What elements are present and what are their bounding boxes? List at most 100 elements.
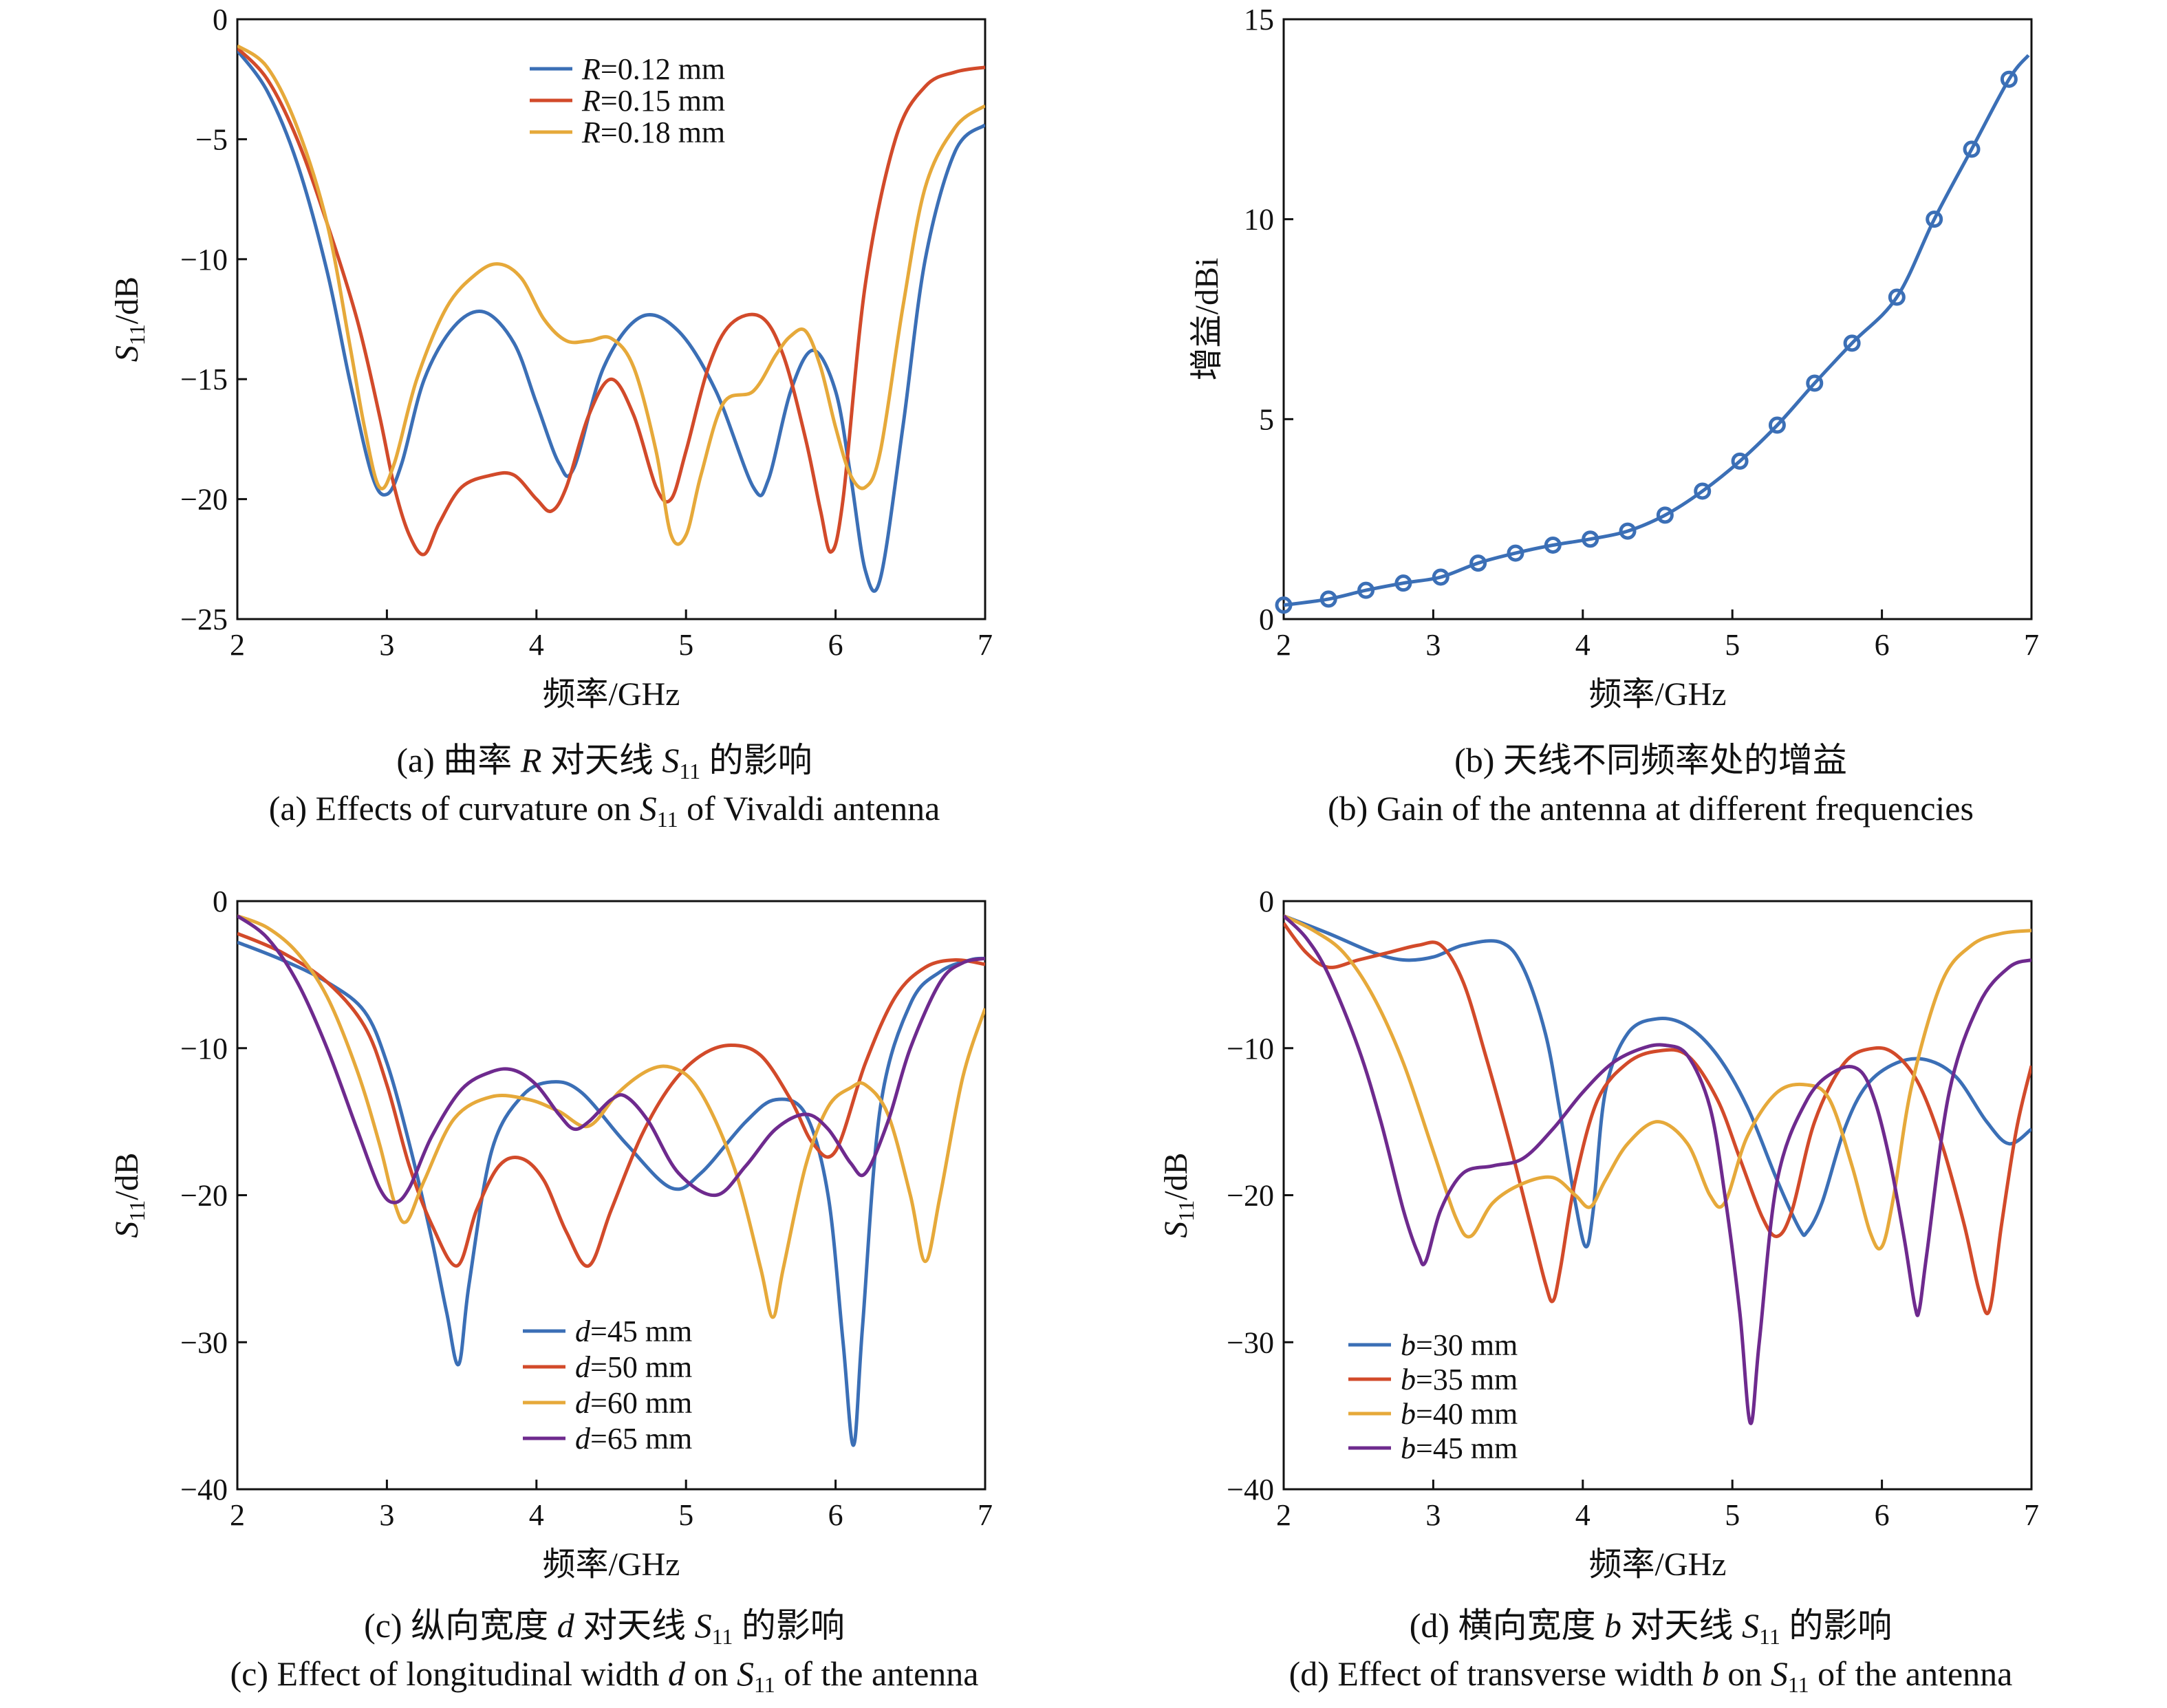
data-marker [1469, 554, 1487, 572]
x-axis-label: 频率/GHz [1589, 1546, 1727, 1583]
legend: b=30 mmb=35 mmb=40 mmb=45 mm [1348, 1328, 1518, 1465]
x-tick-label: 7 [978, 1498, 993, 1532]
x-tick-label: 2 [230, 1498, 245, 1532]
y-tick-label: −20 [180, 1179, 228, 1213]
x-tick-label: 3 [1425, 628, 1441, 662]
caption-cn: (d) 横向宽度 b 对天线 S11 的影响 [1410, 1606, 1893, 1649]
x-tick-label: 5 [1725, 628, 1740, 662]
x-axis-label: 频率/GHz [543, 1546, 680, 1583]
series-line [237, 49, 985, 593]
y-tick-label: −10 [180, 243, 228, 277]
series-line [237, 914, 985, 1204]
series-line [237, 47, 985, 556]
caption-cn: (a) 曲率 R 对天线 S11 的影响 [396, 741, 812, 783]
data-marker [1394, 574, 1412, 592]
legend-label: R=0.18 mm [581, 116, 725, 149]
data-marker [1357, 581, 1375, 599]
legend-label: b=40 mm [1401, 1397, 1518, 1431]
legend-label: b=35 mm [1401, 1363, 1518, 1396]
data-marker [1544, 536, 1562, 554]
x-tick-label: 5 [678, 628, 693, 662]
y-axis-label: S11/dB [109, 1152, 149, 1237]
data-marker [1656, 506, 1674, 524]
data-marker [1843, 334, 1861, 352]
x-tick-label: 6 [828, 1498, 843, 1532]
caption-en: (d) Effect of transverse width b on S11 … [1289, 1654, 2013, 1697]
legend: d=45 mmd=50 mmd=60 mmd=65 mm [523, 1315, 692, 1456]
y-tick-label: −20 [1227, 1179, 1274, 1213]
legend-label: b=30 mm [1401, 1328, 1518, 1362]
chart-b: 2 3 4 5 6 7 0 5 10 15 频率/GHz 增益/dBi (b) 天线不同频率处的增益 (b… [1189, 3, 2039, 828]
series-line [1284, 922, 2031, 1316]
legend-label: d=50 mm [575, 1350, 692, 1384]
x-tick-label: 6 [1875, 1498, 1890, 1532]
data-marker [1507, 544, 1524, 562]
plot-frame [1282, 900, 2033, 1491]
y-tick-label: 0 [213, 885, 228, 918]
legend-label: R=0.12 mm [581, 52, 725, 86]
data-marker [1806, 374, 1824, 392]
data-marker [1731, 452, 1749, 470]
legend: R=0.12 mmR=0.15 mmR=0.18 mm [530, 52, 725, 149]
y-tick-label: −40 [180, 1473, 228, 1506]
caption-cn: (b) 天线不同频率处的增益 [1454, 741, 1847, 779]
x-tick-label: 2 [1276, 1498, 1291, 1532]
chart-a: 2 3 4 5 6 7 0 −5 −10 −15 −20 −25 频率/GHz S11/dB R=0.12 … [109, 3, 993, 832]
caption-en: (c) Effect of longitudinal width d on S1… [230, 1654, 979, 1697]
x-axis-label: 频率/GHz [543, 676, 680, 713]
data-marker [1432, 568, 1449, 586]
data-marker [1768, 416, 1786, 434]
series-line [1284, 914, 2031, 1251]
y-tick-label: 5 [1259, 402, 1274, 436]
x-tick-label: 7 [2024, 628, 2039, 662]
data-marker [1582, 530, 1599, 548]
x-tick-label: 7 [2024, 1498, 2039, 1532]
y-tick-label: −5 [195, 122, 228, 156]
y-tick-label: 15 [1244, 3, 1274, 36]
x-tick-label: 3 [1425, 1498, 1441, 1532]
data-marker [1619, 522, 1637, 540]
legend-label: b=45 mm [1401, 1431, 1518, 1465]
data-marker [1319, 590, 1337, 608]
x-tick-label: 5 [1725, 1498, 1740, 1532]
y-axis-label: S11/dB [109, 277, 149, 362]
data-marker [1888, 288, 1906, 306]
legend-label: d=45 mm [575, 1315, 692, 1348]
x-tick-label: 2 [230, 628, 245, 662]
y-tick-label: −20 [180, 483, 228, 517]
x-tick-label: 4 [529, 1498, 544, 1532]
caption-cn: (c) 纵向宽度 d 对天线 S11 的影响 [364, 1606, 845, 1649]
series-line [1284, 54, 2030, 607]
y-tick-label: −10 [1227, 1032, 1274, 1066]
y-tick-label: 10 [1244, 203, 1274, 237]
data-marker [1694, 482, 1712, 500]
y-tick-label: −10 [180, 1032, 228, 1066]
y-axis-label: 增益/dBi [1189, 258, 1225, 381]
y-axis-label: S11/dB [1158, 1152, 1198, 1237]
series-line [1284, 914, 2031, 1248]
x-tick-label: 6 [1875, 628, 1890, 662]
legend-label: d=65 mm [575, 1422, 692, 1456]
series-line [237, 940, 985, 1447]
x-tick-label: 4 [1575, 628, 1591, 662]
caption-en: (b) Gain of the antenna at different fre… [1328, 789, 1974, 828]
y-tick-label: −40 [1227, 1473, 1274, 1506]
x-axis-label: 频率/GHz [1589, 676, 1727, 713]
x-tick-label: 4 [529, 628, 544, 662]
legend-label: d=60 mm [575, 1386, 692, 1420]
legend-label: R=0.15 mm [581, 84, 725, 118]
series-line [237, 44, 985, 546]
series-line [237, 914, 985, 1319]
y-tick-label: 0 [213, 3, 228, 36]
caption-en: (a) Effects of curvature on S11 of Vival… [269, 789, 940, 832]
y-tick-label: −30 [180, 1326, 228, 1359]
series-line [1284, 914, 2031, 1425]
data-marker [1926, 210, 1943, 228]
x-tick-label: 4 [1575, 1498, 1591, 1532]
plot-frame [1282, 18, 2033, 620]
x-tick-label: 3 [379, 628, 394, 662]
x-tick-label: 7 [978, 628, 993, 662]
x-tick-label: 6 [828, 628, 843, 662]
